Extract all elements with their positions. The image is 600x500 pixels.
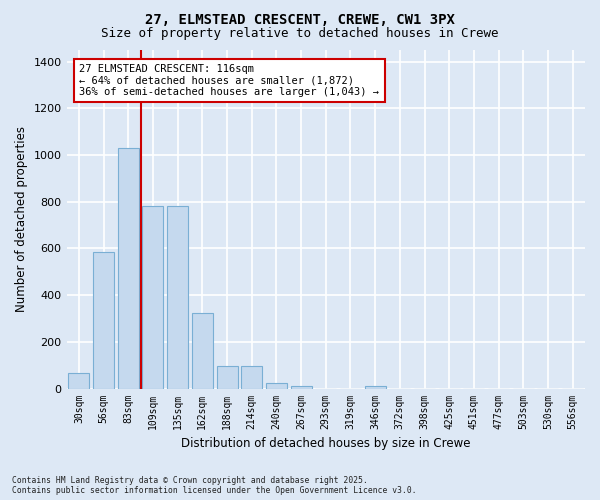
Bar bbox=[93, 252, 114, 388]
Bar bbox=[68, 374, 89, 388]
Bar bbox=[192, 312, 213, 388]
Text: Contains HM Land Registry data © Crown copyright and database right 2025.
Contai: Contains HM Land Registry data © Crown c… bbox=[12, 476, 416, 495]
Text: Size of property relative to detached houses in Crewe: Size of property relative to detached ho… bbox=[101, 28, 499, 40]
Bar bbox=[167, 206, 188, 388]
Bar bbox=[241, 366, 262, 388]
Bar bbox=[118, 148, 139, 388]
Text: 27 ELMSTEAD CRESCENT: 116sqm
← 64% of detached houses are smaller (1,872)
36% of: 27 ELMSTEAD CRESCENT: 116sqm ← 64% of de… bbox=[79, 64, 379, 97]
Bar bbox=[217, 366, 238, 388]
Bar bbox=[290, 386, 311, 388]
Bar bbox=[266, 384, 287, 388]
Text: 27, ELMSTEAD CRESCENT, CREWE, CW1 3PX: 27, ELMSTEAD CRESCENT, CREWE, CW1 3PX bbox=[145, 12, 455, 26]
Bar bbox=[365, 386, 386, 388]
Bar bbox=[142, 206, 163, 388]
X-axis label: Distribution of detached houses by size in Crewe: Distribution of detached houses by size … bbox=[181, 437, 470, 450]
Y-axis label: Number of detached properties: Number of detached properties bbox=[15, 126, 28, 312]
